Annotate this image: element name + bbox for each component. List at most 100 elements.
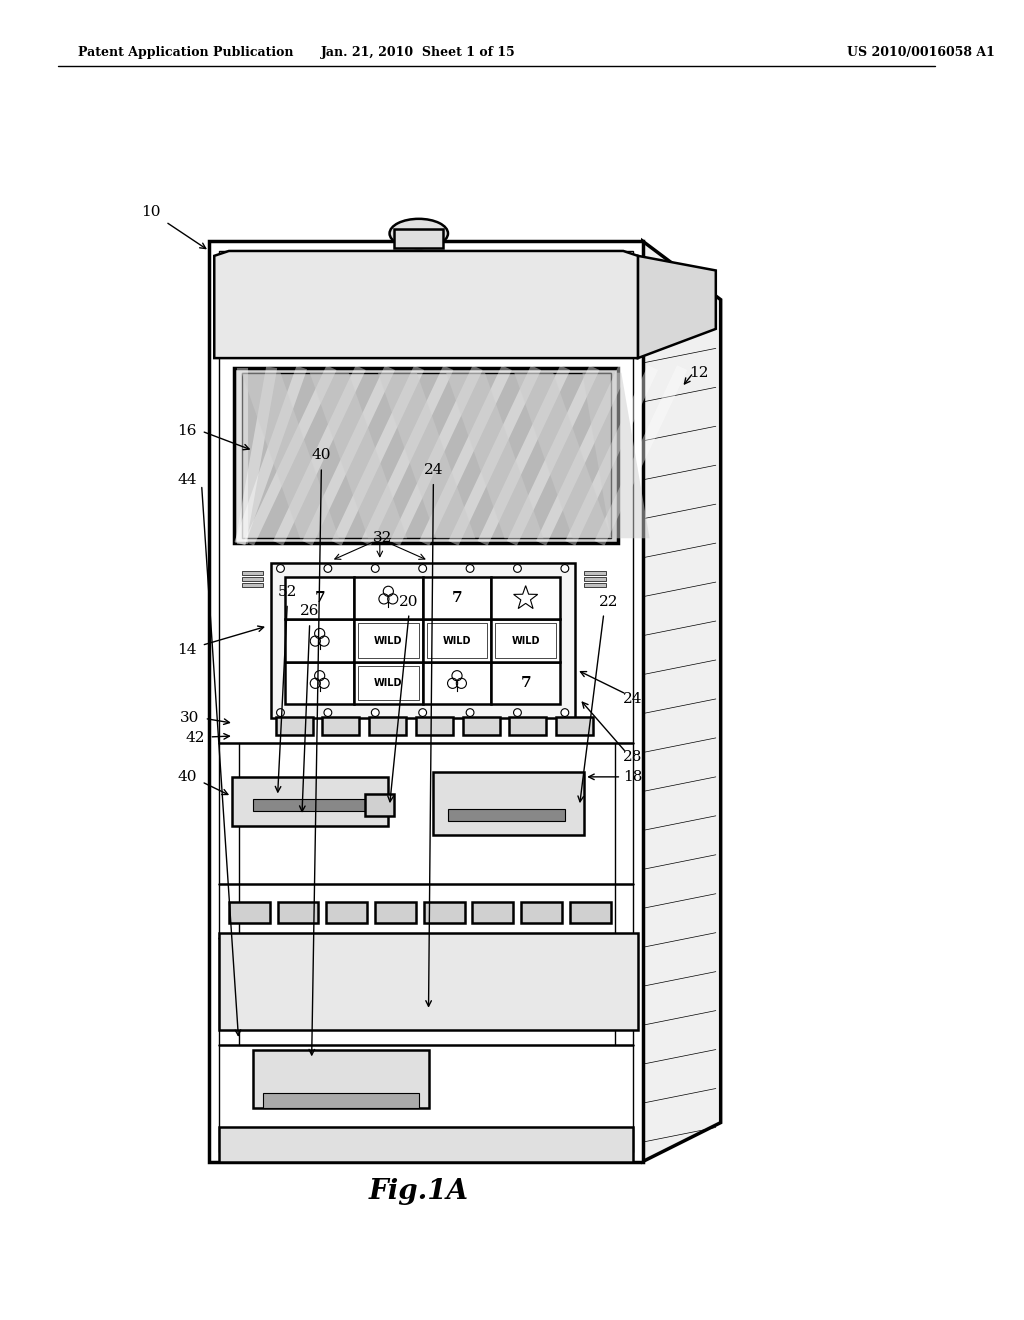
Text: 40: 40 bbox=[311, 449, 331, 462]
Polygon shape bbox=[219, 1127, 633, 1162]
Circle shape bbox=[561, 709, 568, 717]
Circle shape bbox=[372, 565, 379, 573]
Bar bbox=[423, 577, 492, 619]
Circle shape bbox=[419, 709, 427, 717]
Circle shape bbox=[324, 709, 332, 717]
Bar bbox=[354, 577, 423, 619]
Bar bbox=[242, 577, 263, 581]
Text: 26: 26 bbox=[300, 605, 319, 618]
Circle shape bbox=[466, 565, 474, 573]
Bar bbox=[229, 902, 269, 923]
Text: 14: 14 bbox=[177, 643, 197, 657]
Bar bbox=[496, 623, 556, 657]
Text: 24: 24 bbox=[424, 463, 443, 477]
Bar bbox=[423, 661, 492, 704]
Bar bbox=[242, 372, 610, 539]
Polygon shape bbox=[446, 372, 544, 539]
Bar bbox=[556, 718, 593, 735]
Text: 28: 28 bbox=[624, 750, 643, 764]
Polygon shape bbox=[514, 372, 611, 539]
Text: 12: 12 bbox=[689, 366, 709, 380]
Text: 44: 44 bbox=[177, 473, 197, 487]
Bar bbox=[447, 809, 565, 821]
Bar bbox=[278, 902, 318, 923]
Circle shape bbox=[419, 565, 427, 573]
Bar bbox=[509, 718, 547, 735]
Text: 7: 7 bbox=[452, 591, 462, 606]
Polygon shape bbox=[242, 372, 339, 539]
Text: 24: 24 bbox=[624, 692, 643, 706]
Bar bbox=[585, 583, 606, 587]
Text: WILD: WILD bbox=[374, 677, 402, 688]
Bar bbox=[427, 623, 487, 657]
Polygon shape bbox=[214, 251, 638, 358]
Polygon shape bbox=[209, 242, 643, 1162]
Circle shape bbox=[276, 565, 285, 573]
Text: Fig.1A: Fig.1A bbox=[369, 1179, 469, 1205]
Bar bbox=[416, 718, 453, 735]
Bar bbox=[323, 718, 359, 735]
Bar bbox=[463, 718, 500, 735]
Bar bbox=[472, 902, 513, 923]
Text: Jan. 21, 2010  Sheet 1 of 15: Jan. 21, 2010 Sheet 1 of 15 bbox=[322, 46, 516, 59]
Circle shape bbox=[324, 565, 332, 573]
Text: 42: 42 bbox=[185, 731, 205, 744]
Text: 30: 30 bbox=[180, 711, 200, 726]
Text: WILD: WILD bbox=[442, 635, 471, 645]
Circle shape bbox=[276, 709, 285, 717]
Bar bbox=[286, 619, 354, 661]
Bar bbox=[233, 368, 618, 543]
Bar bbox=[521, 902, 562, 923]
Text: 16: 16 bbox=[177, 424, 197, 438]
Bar bbox=[275, 718, 312, 735]
Bar bbox=[270, 562, 574, 718]
Bar bbox=[369, 718, 407, 735]
Text: WILD: WILD bbox=[374, 635, 402, 645]
Polygon shape bbox=[643, 242, 721, 1162]
Text: WILD: WILD bbox=[511, 635, 540, 645]
Bar bbox=[366, 795, 394, 816]
Bar bbox=[219, 933, 638, 1030]
Bar bbox=[354, 661, 423, 704]
Text: 20: 20 bbox=[399, 594, 419, 609]
Circle shape bbox=[514, 565, 521, 573]
Bar bbox=[492, 661, 560, 704]
Text: 7: 7 bbox=[520, 676, 531, 690]
Bar bbox=[375, 902, 416, 923]
Bar bbox=[242, 572, 263, 576]
Text: US 2010/0016058 A1: US 2010/0016058 A1 bbox=[847, 46, 995, 59]
Text: 52: 52 bbox=[278, 585, 297, 599]
Bar bbox=[231, 777, 388, 825]
Text: Patent Application Publication: Patent Application Publication bbox=[78, 46, 294, 59]
Bar bbox=[492, 577, 560, 619]
Circle shape bbox=[561, 565, 568, 573]
Ellipse shape bbox=[389, 219, 447, 248]
Bar bbox=[394, 228, 443, 248]
Circle shape bbox=[466, 709, 474, 717]
Bar bbox=[354, 619, 423, 661]
Bar bbox=[424, 902, 465, 923]
Bar bbox=[327, 902, 368, 923]
Bar bbox=[585, 577, 606, 581]
Bar bbox=[492, 619, 560, 661]
Polygon shape bbox=[378, 372, 475, 539]
Bar bbox=[423, 619, 492, 661]
Bar bbox=[286, 661, 354, 704]
Circle shape bbox=[372, 709, 379, 717]
Text: 10: 10 bbox=[141, 205, 161, 219]
Polygon shape bbox=[583, 372, 649, 539]
Text: 7: 7 bbox=[314, 591, 325, 606]
Bar bbox=[358, 665, 419, 700]
Bar bbox=[253, 1049, 428, 1107]
Text: 18: 18 bbox=[624, 770, 643, 784]
Bar bbox=[263, 1093, 419, 1107]
Bar bbox=[253, 800, 369, 810]
Bar bbox=[585, 572, 606, 576]
Bar bbox=[358, 623, 419, 657]
Polygon shape bbox=[638, 256, 716, 358]
Text: 32: 32 bbox=[373, 531, 392, 545]
Polygon shape bbox=[309, 372, 408, 539]
Bar bbox=[286, 577, 354, 619]
Circle shape bbox=[514, 709, 521, 717]
Bar bbox=[569, 902, 610, 923]
